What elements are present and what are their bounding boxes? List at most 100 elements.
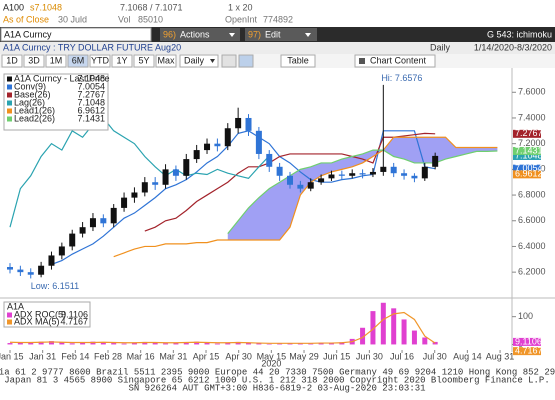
candle-body (152, 182, 159, 185)
bar (328, 343, 334, 345)
candle-body (318, 178, 325, 183)
value-tag-label: 7.1048 (515, 150, 543, 160)
candle-body (38, 265, 45, 275)
table: Table (287, 55, 309, 65)
range-button[interactable] (155, 54, 177, 68)
bar (277, 343, 283, 345)
bar (235, 341, 241, 345)
content: Chart Content (370, 55, 427, 65)
x-tick-label: Aug 31 (486, 351, 515, 361)
value-tag (513, 170, 541, 179)
edit-num: 97) (248, 29, 261, 39)
bar (380, 302, 386, 345)
bar (48, 341, 54, 345)
security: A1A Curncy (4, 29, 52, 39)
legend-value: 9.1106 (61, 309, 88, 319)
candle-body (141, 182, 148, 193)
x-tick-label: Jan 15 (0, 351, 24, 361)
candle-body (328, 174, 335, 179)
bar (411, 330, 417, 345)
candle-body (224, 128, 231, 147)
x-tick-label: Apr 30 (225, 351, 252, 361)
bar (214, 343, 220, 345)
x-tick-label: Feb 28 (94, 351, 122, 361)
table-button[interactable] (280, 54, 316, 68)
candle-body (411, 175, 418, 179)
value-tag-label: 7.0054 (515, 163, 543, 173)
range-button[interactable] (23, 54, 45, 68)
bar (59, 342, 65, 345)
legend-swatch (7, 100, 12, 106)
indicator-line (9, 117, 270, 228)
legend-label: Lead2(26) (14, 113, 55, 123)
candle-body (245, 117, 252, 131)
candle-body (338, 174, 345, 176)
subheader (0, 42, 555, 54)
range-button[interactable] (89, 54, 111, 68)
size: 1 x 20 (228, 2, 253, 12)
candle-body (193, 150, 200, 160)
candle-body (255, 130, 262, 154)
bar (266, 343, 272, 345)
range-button[interactable] (1, 54, 23, 68)
candle-body (183, 159, 190, 176)
candle-body (349, 173, 356, 176)
edit-button[interactable] (245, 28, 317, 41)
range-button[interactable] (111, 54, 133, 68)
tool-icon[interactable] (221, 54, 237, 68)
candle-body (89, 218, 96, 228)
range-label: 6M (72, 55, 85, 65)
bar (173, 343, 179, 345)
legend-value: 7.1048 (77, 97, 105, 107)
x-year: 2020 (261, 358, 281, 368)
y-tick-label: 6.4000 (518, 241, 546, 251)
candle-body (359, 173, 366, 175)
range-button[interactable] (45, 54, 67, 68)
candle-body (27, 272, 34, 275)
value-tag-label: 7.2767 (515, 128, 543, 138)
legend-title: A1A (7, 301, 24, 311)
footer-line: Australia 61 2 9777 8600 Brazil 5511 239… (0, 367, 555, 377)
value-tag (513, 146, 541, 155)
range-button[interactable] (67, 54, 89, 68)
indicator-line (227, 149, 498, 234)
bar (194, 341, 200, 345)
range-button[interactable] (133, 54, 155, 68)
candle-body (214, 143, 221, 147)
legend-swatch (7, 92, 12, 98)
value-tag (513, 337, 541, 346)
bar (360, 327, 366, 345)
security-input[interactable] (0, 27, 152, 42)
y-tick-label: 7.6000 (518, 87, 546, 97)
footer-line: Japan 81 3 4565 8900 Singapore 65 6212 1… (4, 375, 550, 385)
period: Daily (430, 42, 451, 52)
candle-body (380, 166, 387, 172)
bar (7, 343, 13, 345)
x-tick-label: Aug 14 (453, 351, 482, 361)
bar (111, 343, 117, 345)
date: 30 Juld (58, 14, 87, 24)
candle-body (7, 267, 13, 270)
indicator-line (113, 136, 498, 258)
bar (38, 341, 44, 345)
legend-swatch (7, 319, 12, 325)
bar (225, 343, 231, 345)
footer: Australia 61 2 9777 8600 Brazil 5511 239… (0, 367, 555, 393)
tool-icon[interactable] (238, 54, 254, 68)
candle-body (110, 207, 117, 224)
x-tick-label: Feb 14 (61, 351, 89, 361)
legend-value: 6.9612 (77, 105, 105, 115)
period-select[interactable] (179, 54, 219, 68)
legend-label: ADX ROC(5) (14, 309, 66, 319)
y-tick-label: 100 (518, 311, 533, 321)
content-button[interactable] (354, 54, 436, 68)
legend-label: Conv(9) (14, 81, 46, 91)
range-label: 1M (50, 55, 63, 65)
candle-body (79, 227, 86, 234)
legend-swatch (7, 116, 12, 122)
actions-button[interactable] (160, 28, 240, 41)
